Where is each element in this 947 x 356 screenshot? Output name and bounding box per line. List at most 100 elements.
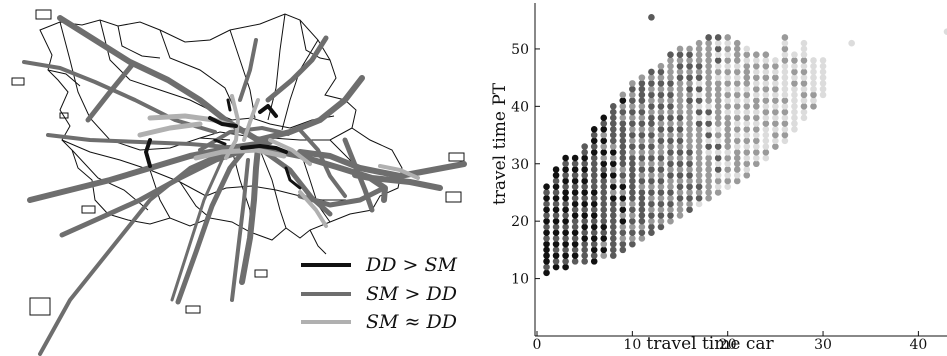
scatter-point [686, 131, 693, 139]
scatter-point [791, 51, 798, 58]
scatter-point [686, 189, 693, 196]
scatter-point [600, 246, 608, 254]
scatter-point [543, 223, 550, 231]
scatter-point [714, 45, 722, 53]
scatter-point [686, 160, 693, 168]
scatter-point [724, 108, 731, 116]
scatter-point [609, 240, 617, 248]
scatter-point [657, 148, 665, 156]
scatter-point [810, 103, 817, 110]
scatter-point [743, 137, 751, 145]
scatter-point [657, 177, 665, 185]
scatter-point [552, 194, 560, 202]
scatter-points [543, 14, 947, 277]
scatter-point [619, 235, 627, 242]
scatter-point [581, 189, 588, 196]
scatter-point [609, 235, 617, 242]
scatter-point [600, 120, 608, 127]
scatter-point [648, 148, 655, 156]
scatter-point [590, 229, 598, 236]
scatter-point [705, 194, 712, 202]
scatter-point [733, 62, 741, 70]
scatter-point [686, 103, 693, 110]
scatter-point [676, 189, 684, 196]
scatter-point [581, 194, 588, 202]
scatter-point [695, 103, 703, 110]
scatter-point [667, 177, 674, 185]
scatter-point [648, 97, 655, 104]
scatter-point [695, 148, 703, 156]
scatter-point [648, 177, 655, 185]
routes-dd-greater-sm [144, 98, 302, 190]
scatter-point [648, 91, 655, 99]
scatter-point [686, 108, 693, 116]
scatter-point [667, 137, 674, 145]
scatter-point [705, 160, 712, 168]
scatter-point [791, 126, 798, 133]
scatter-point [705, 45, 712, 53]
scatter-point [667, 80, 674, 87]
scatter-point [791, 108, 798, 116]
scatter-point [724, 143, 731, 150]
scatter-point [600, 183, 608, 191]
scatter-point [638, 166, 646, 173]
scatter-point [676, 166, 684, 173]
scatter-point [676, 51, 684, 58]
scatter-point [600, 148, 608, 156]
scatter-point [733, 45, 741, 53]
scatter-point [714, 160, 722, 168]
scatter-point [600, 137, 608, 145]
scatter-point [686, 62, 693, 70]
scatter-point [629, 206, 636, 213]
scatter-point [581, 246, 588, 254]
scatter-point [609, 131, 617, 139]
scatter-point [609, 166, 617, 173]
scatter-point [543, 217, 550, 225]
scatter-point [609, 183, 617, 191]
scatter-point [733, 91, 741, 99]
scatter-point [629, 126, 636, 133]
scatter-point [733, 154, 741, 162]
scatter-point [581, 206, 588, 213]
scatter-point [648, 14, 655, 21]
scatter-point [609, 246, 617, 254]
scatter-point [571, 194, 579, 202]
scatter-point [695, 114, 703, 122]
scatter-point [638, 74, 646, 81]
scatter-point [743, 171, 751, 179]
scatter-point [772, 131, 779, 139]
scatter-point [781, 97, 789, 104]
scatter-point [638, 194, 646, 202]
scatter-point [590, 235, 598, 242]
scatter-point [638, 131, 646, 139]
scatter-point [609, 114, 617, 122]
scatter-point [619, 103, 627, 110]
scatter-point [600, 126, 608, 133]
scatter-point [819, 68, 827, 76]
scatter-point [753, 85, 760, 93]
scatter-point [705, 34, 712, 41]
scatter-point [753, 103, 760, 110]
scatter-point [629, 108, 636, 116]
scatter-point [733, 148, 741, 156]
scatter-point [695, 126, 703, 133]
scatter-point [686, 177, 693, 185]
scatter-point [714, 39, 722, 47]
scatter-point [743, 57, 751, 64]
scatter-point [562, 177, 569, 185]
scatter-point [762, 131, 770, 139]
scatter-point [733, 166, 741, 173]
scatter-point [581, 217, 588, 225]
scatter-point [753, 154, 760, 162]
scatter-point [791, 62, 798, 70]
scatter-point [552, 240, 560, 248]
scatter-point [600, 160, 608, 168]
scatter-point [676, 62, 684, 70]
x-tick-label: 10 [623, 337, 641, 353]
scatter-point [695, 194, 703, 202]
scatter-point [743, 85, 751, 93]
scatter-point [724, 103, 731, 110]
scatter-point [695, 189, 703, 196]
scatter-point [648, 194, 655, 202]
scatter-point [772, 97, 779, 104]
